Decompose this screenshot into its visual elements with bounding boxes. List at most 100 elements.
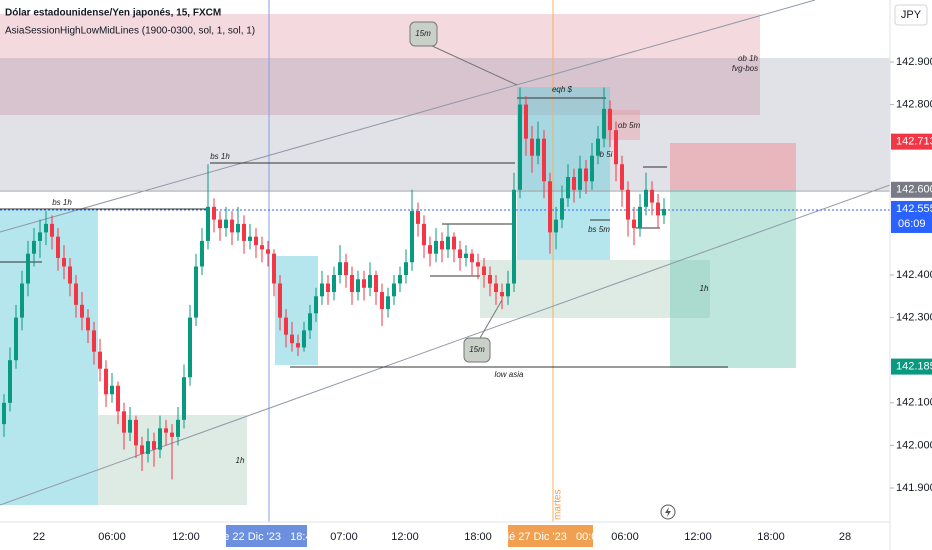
time-axis [0,522,890,550]
candle-body [452,236,456,250]
candle-body [80,304,84,318]
candle-body [344,262,348,275]
candle-body [302,330,306,348]
zone [0,14,760,115]
callout [409,21,438,47]
annotation: ob 5m [618,121,641,130]
price-label: 142.185 [896,360,932,372]
candle-body [230,219,234,233]
x-tick-label: 18:00 [757,531,785,543]
candle-body [338,262,342,275]
candle-body [638,206,642,229]
crosshair-label: mié 27 Dic '23 00:00 [497,531,603,543]
candle-body [470,253,474,263]
x-tick-label: 12:00 [391,531,419,543]
candle-body [56,236,60,258]
candle-body [530,138,534,156]
session-label: martes [553,489,564,520]
candle-body [122,411,126,433]
candle-body [86,317,90,331]
candle-body [266,249,270,254]
candle-body [134,419,138,446]
candle-body [200,240,204,267]
candle-body [572,177,576,190]
candle-body [20,283,24,318]
annotation: 1h [236,456,245,465]
candle-body [404,262,408,275]
candle-body [476,262,480,267]
annotation: eqh $ [552,85,573,94]
lightning-icon [665,507,671,517]
annotation: 15m [469,345,485,354]
candle-body [428,245,432,254]
candle-body [332,274,336,293]
candle-body [368,274,372,288]
candle-body [512,189,516,284]
candle-body [542,138,546,182]
y-tick-label: 142.900 [896,56,932,68]
candle-body [380,292,384,310]
candle-body [614,130,618,165]
callout [463,337,491,363]
candle-body [620,164,624,190]
candle-body [458,249,462,258]
currency: JPY [901,9,922,21]
zone [517,87,610,260]
candle-body [410,211,414,263]
candle-body [182,377,186,420]
annotation: low asia [495,370,524,379]
candle-body [74,283,78,305]
candle-body [506,283,510,297]
x-tick-label: 12:00 [684,531,712,543]
candle-body [356,279,360,293]
y-tick-label: 142.000 [896,439,932,451]
candle-body [206,206,210,241]
x-tick-label: 28 [839,531,851,543]
price-label: 142.713 [896,136,932,148]
price-label-box [891,133,932,150]
candle-body [140,445,144,454]
candle-body [314,296,318,314]
candles [2,87,666,480]
candle-body [218,219,222,229]
candle-body [176,419,180,437]
indicator-label: AsiaSessionHighLowMidLines (1900-0300, s… [5,26,255,37]
candle-body [278,283,282,318]
y-tick-label: 142.300 [896,312,932,324]
candle-body [38,232,42,241]
candle-body [248,236,252,241]
candle-body [320,283,324,297]
candle-body [62,257,66,267]
candle-body [554,219,558,233]
zone [670,143,796,190]
candle-body [536,138,540,156]
annotation: bs 1h [210,152,230,161]
candle-body [290,334,294,344]
candle-body [26,253,30,284]
candle-body [260,245,264,250]
callout-pointer [429,44,518,86]
price-label-box [891,200,932,233]
candle-body [68,266,72,284]
x-tick-label: 06:00 [611,531,639,543]
candle-body [386,296,390,310]
candle-body [434,240,438,254]
candle-body [578,168,582,190]
candle-body [158,428,162,450]
candle-body [170,432,174,437]
candle-body [44,223,48,233]
candle-body [128,419,132,433]
candle-body [254,236,258,246]
drawings [0,0,891,522]
candle-body [8,360,12,403]
candle-body [602,108,606,139]
x-tick-label: 12:00 [172,531,200,543]
candle-body [50,223,54,237]
x-tick-label: 06:00 [98,531,126,543]
price-label: 142.600 [896,184,932,196]
candle-body [440,240,444,250]
currency-button[interactable] [894,4,928,26]
trend-line [0,0,816,233]
